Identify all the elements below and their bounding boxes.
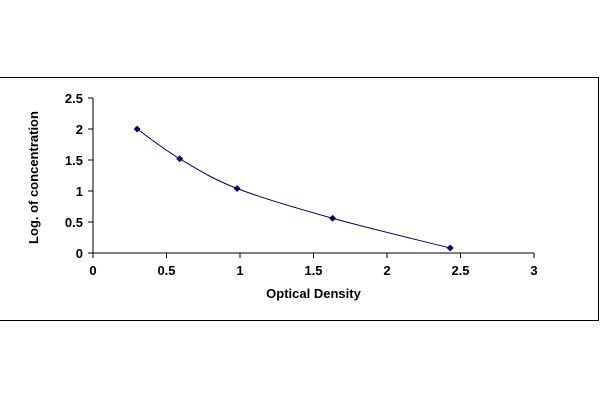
x-tick-label: 1 [236, 263, 243, 278]
y-tick-label: 0 [76, 246, 83, 261]
data-point [176, 155, 184, 163]
fit-curve [136, 128, 451, 249]
data-point [329, 214, 337, 222]
x-axis-title: Optical Density [266, 286, 361, 301]
x-tick-label: 0 [89, 263, 96, 278]
x-ticks: 0 0.5 1 1.5 2 2.5 3 [89, 253, 538, 278]
data-point [446, 244, 454, 252]
y-tick-label: 2.5 [65, 91, 83, 106]
data-point [133, 125, 141, 133]
x-tick-label: 3 [530, 263, 537, 278]
x-tick-label: 2 [383, 263, 390, 278]
y-tick-label: 2 [76, 122, 83, 137]
chart-frame [0, 77, 599, 321]
data-point [233, 185, 241, 193]
axes [92, 98, 534, 254]
x-tick-label: 1.5 [304, 263, 322, 278]
y-tick-label: 1 [76, 184, 83, 199]
data-points [133, 125, 454, 252]
y-tick-label: 1.5 [65, 153, 83, 168]
x-tick-label: 0.5 [157, 263, 175, 278]
y-axis-title: Log. of concentration [26, 111, 41, 244]
y-ticks: 0 0.5 1 1.5 2 2.5 [65, 91, 93, 261]
y-tick-label: 0.5 [65, 215, 83, 230]
x-tick-label: 2.5 [451, 263, 469, 278]
